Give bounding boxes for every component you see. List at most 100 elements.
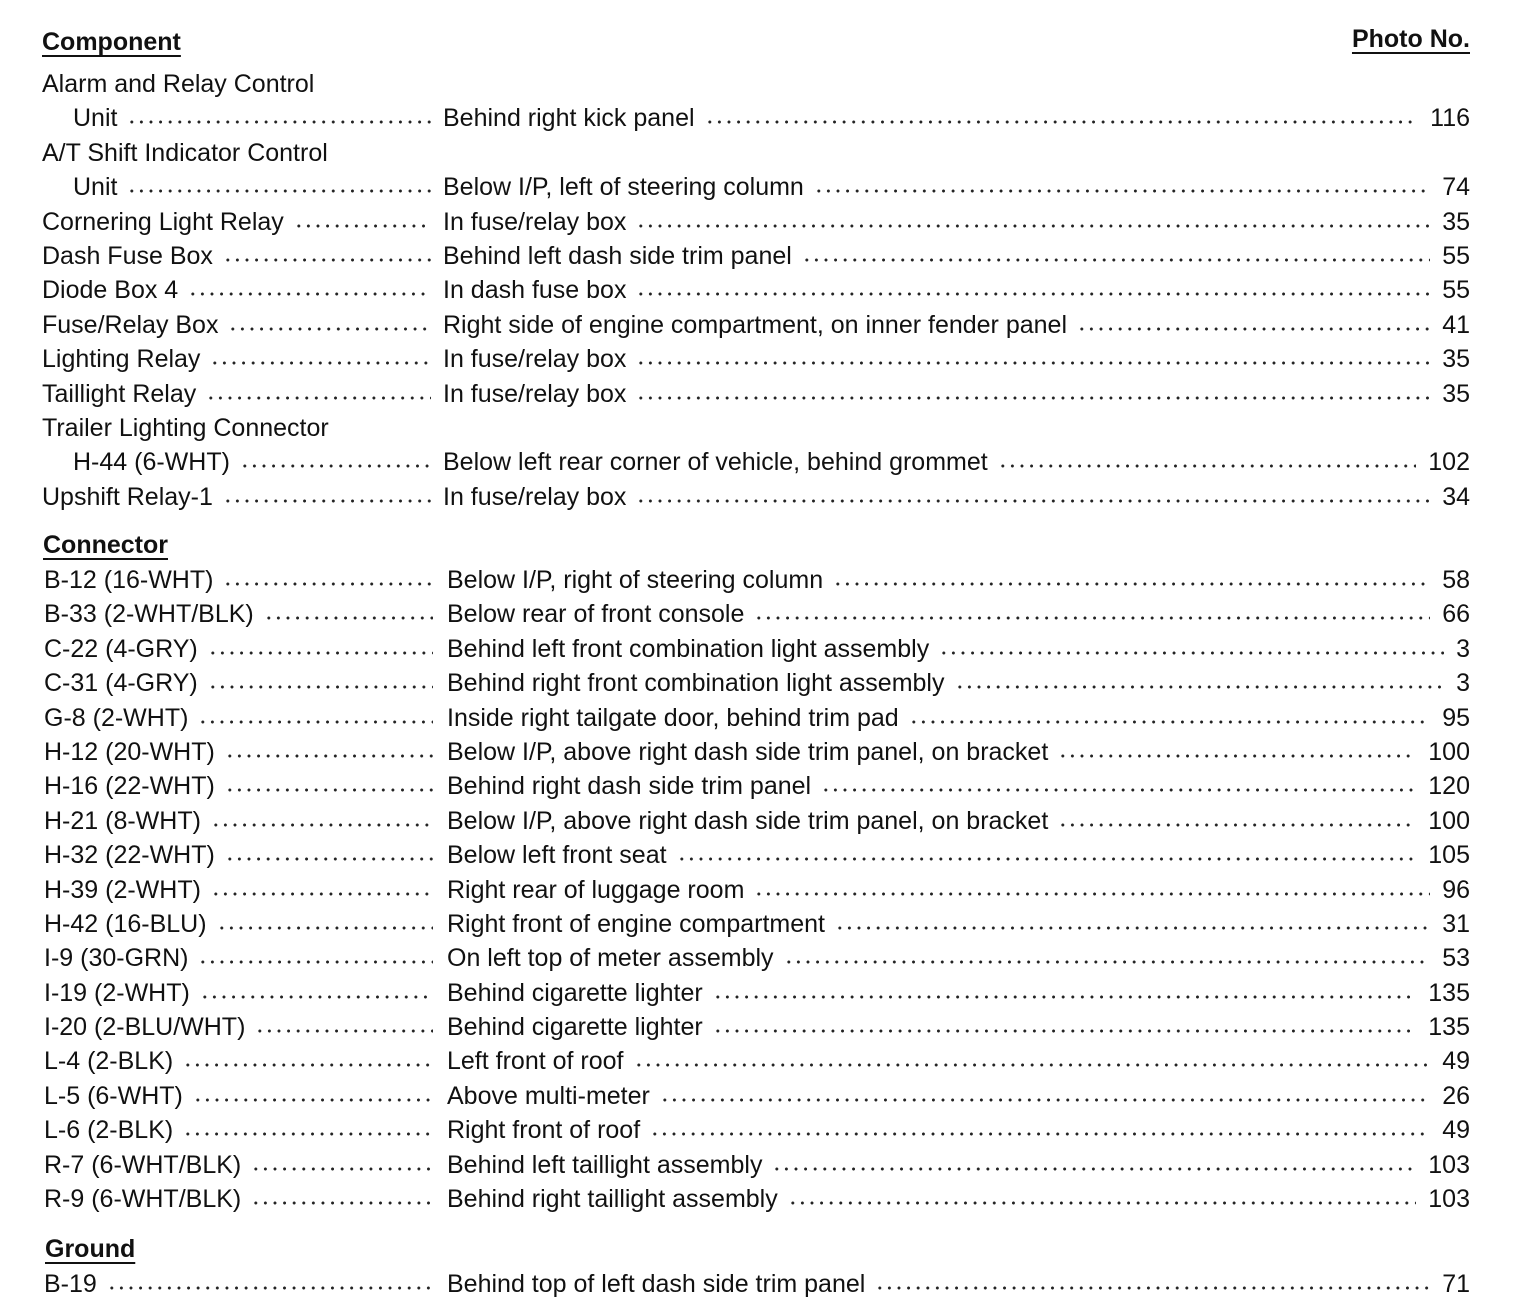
dot-leader bbox=[636, 204, 1431, 229]
entry-name: H-44 (6-WHT) bbox=[73, 448, 230, 477]
name-cell: Unit bbox=[42, 170, 443, 204]
entry-location: In fuse/relay box bbox=[443, 345, 627, 374]
location-cell: Behind cigarette lighter 135 bbox=[445, 1010, 1470, 1044]
name-cell: B-12 (16-WHT) bbox=[42, 563, 445, 597]
table-row: Unit Behind right kick panel 116 bbox=[42, 101, 1470, 135]
photo-number: 31 bbox=[1442, 909, 1470, 938]
ground-list: B-19 Behind top of left dash side trim pa… bbox=[42, 1267, 1470, 1301]
entry-location: Right front of engine compartment bbox=[447, 909, 825, 938]
photo-number: 3 bbox=[1456, 669, 1470, 698]
table-row: I-20 (2-BLU/WHT) Behind cigarette lighter… bbox=[42, 1010, 1470, 1044]
dot-leader bbox=[704, 101, 1419, 126]
dot-leader bbox=[206, 376, 431, 401]
photo-number: 71 bbox=[1442, 1270, 1470, 1298]
dot-leader bbox=[833, 563, 1431, 587]
location-cell: Right front of roof 49 bbox=[445, 1113, 1470, 1147]
photo-number: 35 bbox=[1442, 379, 1470, 408]
location-cell: Below I/P, left of steering column 74 bbox=[443, 170, 1470, 204]
entry-name: I-20 (2-BLU/WHT) bbox=[44, 1013, 246, 1042]
dot-leader bbox=[712, 975, 1417, 1000]
name-cell: H-44 (6-WHT) bbox=[42, 445, 443, 479]
dot-leader bbox=[199, 975, 433, 1000]
name-cell: H-16 (22-WHT) bbox=[42, 769, 445, 803]
location-cell: In fuse/relay box 34 bbox=[443, 479, 1470, 514]
entry-name: C-31 (4-GRY) bbox=[44, 669, 198, 698]
entry-location: Right front of roof bbox=[447, 1116, 641, 1145]
dot-leader bbox=[222, 238, 431, 263]
table-row: L-5 (6-WHT) Above multi-meter 26 bbox=[42, 1078, 1470, 1113]
component-header: Component Photo No. bbox=[42, 25, 1470, 59]
ground-section: Ground B-19 Behind top of left dash side … bbox=[42, 1232, 1470, 1301]
dot-leader bbox=[106, 1267, 433, 1291]
component-heading: Component bbox=[42, 28, 181, 56]
name-cell: I-9 (30-GRN) bbox=[42, 941, 445, 975]
entry-name: H-12 (20-WHT) bbox=[44, 737, 215, 766]
entry-name: Alarm and Relay Control bbox=[42, 70, 315, 98]
entry-name: H-21 (8-WHT) bbox=[44, 806, 201, 835]
dot-leader bbox=[222, 479, 431, 504]
location-cell: Behind right kick panel 116 bbox=[443, 101, 1470, 135]
dot-leader bbox=[207, 631, 433, 656]
table-row-title: Trailer Lighting Connector bbox=[42, 411, 1470, 445]
name-cell: R-7 (6-WHT/BLK) bbox=[42, 1147, 445, 1182]
location-cell: Below left front seat 105 bbox=[445, 838, 1470, 872]
dot-leader bbox=[192, 1078, 433, 1103]
name-cell: H-39 (2-WHT) bbox=[42, 872, 445, 907]
entry-name: Unit bbox=[73, 104, 118, 133]
dot-leader bbox=[255, 1010, 433, 1035]
table-row: Cornering Light Relay In fuse/relay box 35 bbox=[42, 204, 1470, 239]
dot-leader bbox=[712, 1010, 1417, 1035]
dot-leader bbox=[676, 838, 1417, 863]
entry-location: In fuse/relay box bbox=[443, 379, 627, 408]
connector-heading: Connector bbox=[43, 531, 168, 559]
ground-heading: Ground bbox=[45, 1235, 136, 1263]
entry-name: C-22 (4-GRY) bbox=[44, 634, 198, 663]
location-cell: In dash fuse box 55 bbox=[443, 273, 1470, 307]
photo-number: 49 bbox=[1442, 1047, 1470, 1076]
location-cell: Behind right dash side trim panel 120 bbox=[445, 769, 1470, 803]
photo-no-heading: Photo No. bbox=[1351, 25, 1470, 53]
photo-number: 74 bbox=[1442, 173, 1470, 202]
table-row: Lighting Relay In fuse/relay box 35 bbox=[42, 342, 1470, 376]
name-cell: B-19 bbox=[42, 1267, 445, 1301]
location-cell: Right rear of luggage room 96 bbox=[445, 872, 1470, 907]
name-cell: G-8 (2-WHT) bbox=[42, 700, 445, 735]
location-cell: Behind top of left dash side trim panel 7… bbox=[445, 1267, 1470, 1301]
dot-leader bbox=[1058, 803, 1417, 828]
name-cell: R-9 (6-WHT/BLK) bbox=[42, 1182, 445, 1216]
name-cell: Fuse/Relay Box bbox=[42, 307, 443, 342]
photo-number: 102 bbox=[1428, 448, 1470, 477]
photo-number: 26 bbox=[1442, 1081, 1470, 1110]
table-row: B-19 Behind top of left dash side trim pa… bbox=[42, 1267, 1470, 1301]
location-cell: Right front of engine compartment 31 bbox=[445, 906, 1470, 941]
entry-location: Below I/P, above right dash side trim pa… bbox=[447, 806, 1049, 835]
dot-leader bbox=[224, 769, 433, 794]
photo-number: 66 bbox=[1442, 600, 1470, 629]
name-cell: C-31 (4-GRY) bbox=[42, 666, 445, 700]
table-row: H-32 (22-WHT) Below left front seat 105 bbox=[42, 838, 1470, 872]
table-row: B-12 (16-WHT) Below I/P, right of steerin… bbox=[42, 563, 1470, 597]
photo-number: 105 bbox=[1428, 841, 1470, 870]
entry-location: Above multi-meter bbox=[447, 1081, 650, 1110]
dot-leader bbox=[754, 872, 1431, 897]
dot-leader bbox=[633, 1044, 1431, 1069]
dot-leader bbox=[813, 170, 1431, 195]
component-section: Component Photo No. Alarm and Relay Cont… bbox=[42, 25, 1470, 514]
photo-number: 55 bbox=[1442, 241, 1470, 270]
table-row: I-9 (30-GRN) On left top of meter assembl… bbox=[42, 941, 1470, 975]
dot-leader bbox=[772, 1147, 1417, 1172]
location-cell: Below left rear corner of vehicle, behin… bbox=[443, 445, 1470, 479]
location-cell: Below rear of front console 66 bbox=[445, 597, 1470, 631]
dot-leader bbox=[636, 479, 1431, 504]
photo-number: 35 bbox=[1442, 345, 1470, 374]
dot-leader bbox=[210, 872, 433, 897]
photo-number: 103 bbox=[1428, 1150, 1470, 1179]
photo-number: 116 bbox=[1430, 104, 1470, 133]
table-row: Dash Fuse Box Behind left dash side trim … bbox=[42, 238, 1470, 273]
table-row-title: Alarm and Relay Control bbox=[42, 67, 1470, 101]
entry-location: In dash fuse box bbox=[443, 276, 627, 305]
dot-leader bbox=[210, 342, 431, 367]
entry-name: Dash Fuse Box bbox=[42, 241, 213, 270]
dot-leader bbox=[224, 838, 433, 863]
entry-location: Behind right kick panel bbox=[443, 104, 695, 133]
